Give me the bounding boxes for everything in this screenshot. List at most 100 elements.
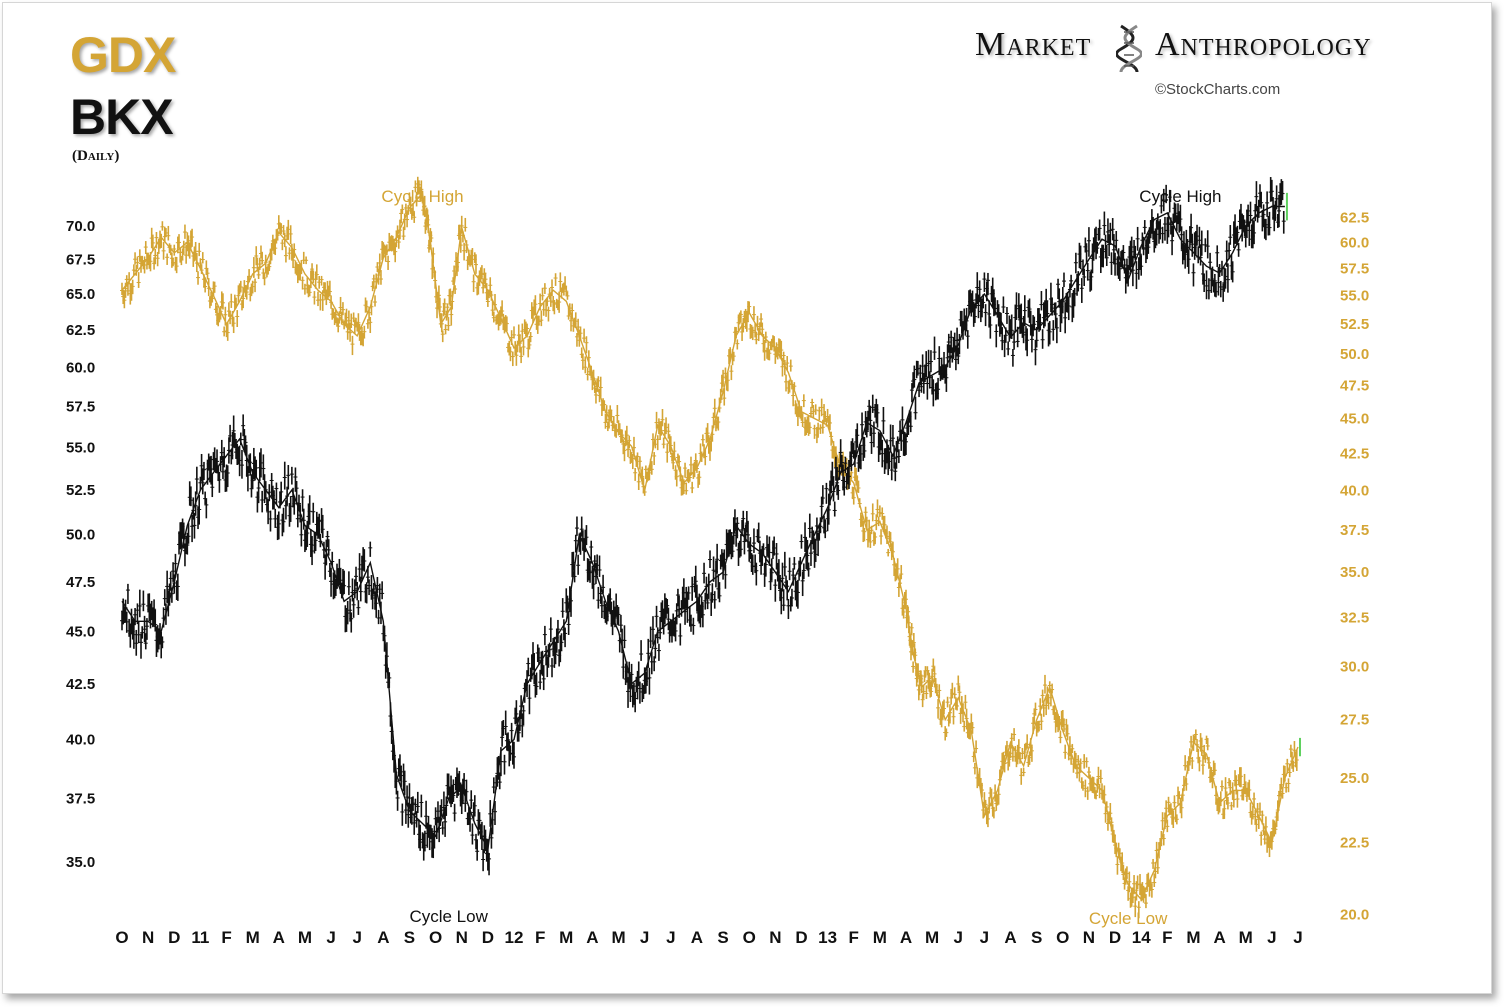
x-tick-label-2: D bbox=[168, 928, 180, 947]
x-tick-label-21: J bbox=[666, 928, 675, 947]
annotation-gdx-high: Cycle High bbox=[381, 187, 463, 206]
daily-bars-gdx bbox=[120, 176, 1299, 919]
right-tick-label-9: 40.0 bbox=[1340, 483, 1369, 500]
x-tick-label-0: O bbox=[115, 928, 128, 947]
left-tick-label-14: 35.0 bbox=[66, 854, 95, 871]
daily-bars-bkx bbox=[120, 177, 1286, 876]
x-tick-label-43: M bbox=[1239, 928, 1253, 947]
x-tick-label-13: N bbox=[456, 928, 468, 947]
x-tick-label-22: A bbox=[691, 928, 703, 947]
x-tick-label-41: M bbox=[1186, 928, 1200, 947]
x-tick-label-18: A bbox=[586, 928, 598, 947]
left-tick-label-5: 57.5 bbox=[66, 398, 95, 415]
left-tick-label-3: 62.5 bbox=[66, 322, 95, 339]
x-tick-label-40: F bbox=[1162, 928, 1172, 947]
x-tick-label-27: 13 bbox=[818, 928, 837, 947]
left-tick-label-11: 42.5 bbox=[66, 676, 95, 693]
left-tick-label-13: 37.5 bbox=[66, 791, 95, 808]
x-tick-label-23: S bbox=[717, 928, 728, 947]
x-tick-label-33: J bbox=[980, 928, 989, 947]
x-tick-label-20: J bbox=[640, 928, 649, 947]
annotation-layer: Cycle High Cycle High Cycle Low Cycle Low bbox=[381, 187, 1221, 928]
right-tick-label-2: 57.5 bbox=[1340, 261, 1369, 278]
x-tick-label-35: S bbox=[1031, 928, 1042, 947]
x-tick-label-42: A bbox=[1213, 928, 1225, 947]
x-tick-label-7: M bbox=[298, 928, 312, 947]
x-tick-label-26: D bbox=[795, 928, 807, 947]
x-tick-label-17: M bbox=[559, 928, 573, 947]
series-title-gdx: GDX bbox=[70, 27, 176, 83]
left-tick-label-9: 47.5 bbox=[66, 574, 95, 591]
series-line-bkx bbox=[121, 205, 1285, 852]
right-tick-label-4: 52.5 bbox=[1340, 316, 1369, 333]
series-gdx bbox=[120, 176, 1301, 919]
copyright-text: ©StockCharts.com bbox=[1155, 81, 1281, 98]
right-axis-ticks: 62.5 60.0 57.5 55.0 52.5 50.0 47.5 45.0 42.5 40.0… bbox=[1340, 210, 1369, 924]
frequency-label: (Daily) bbox=[72, 148, 120, 164]
x-tick-label-12: O bbox=[429, 928, 442, 947]
left-tick-label-4: 60.0 bbox=[66, 359, 95, 376]
right-tick-label-17: 20.0 bbox=[1340, 907, 1369, 924]
left-axis-ticks: 70.0 67.5 65.0 62.5 60.0 57.5 55.0 52.5 50.0 47.5… bbox=[66, 218, 95, 871]
x-axis-ticks: O N D 11 F M A M J J A S O N D 12 F M A M J J A S O N D 13 F M A M J J A S O… bbox=[115, 928, 1302, 947]
right-tick-label-3: 55.0 bbox=[1340, 288, 1369, 305]
x-tick-label-36: O bbox=[1056, 928, 1069, 947]
right-tick-label-1: 60.0 bbox=[1340, 234, 1369, 251]
x-tick-label-29: M bbox=[873, 928, 887, 947]
series-bkx bbox=[120, 177, 1288, 876]
left-tick-label-10: 45.0 bbox=[66, 623, 95, 640]
left-tick-label-7: 52.5 bbox=[66, 482, 95, 499]
x-tick-label-39: 14 bbox=[1132, 928, 1151, 947]
annotation-bkx-low: Cycle Low bbox=[409, 907, 488, 926]
right-tick-label-12: 32.5 bbox=[1340, 610, 1369, 627]
series-layer bbox=[120, 176, 1301, 919]
x-tick-label-9: J bbox=[352, 928, 361, 947]
left-tick-label-8: 50.0 bbox=[66, 527, 95, 544]
right-tick-label-10: 37.5 bbox=[1340, 522, 1369, 539]
x-tick-label-32: J bbox=[954, 928, 963, 947]
annotation-bkx-high: Cycle High bbox=[1139, 187, 1221, 206]
x-tick-label-38: D bbox=[1109, 928, 1121, 947]
right-tick-label-5: 50.0 bbox=[1340, 346, 1369, 363]
x-tick-label-37: N bbox=[1083, 928, 1095, 947]
x-tick-label-6: A bbox=[273, 928, 285, 947]
annotation-gdx-low: Cycle Low bbox=[1089, 909, 1168, 928]
right-tick-label-0: 62.5 bbox=[1340, 210, 1369, 227]
right-tick-label-11: 35.0 bbox=[1340, 564, 1369, 581]
x-tick-label-11: S bbox=[404, 928, 415, 947]
x-tick-label-10: A bbox=[377, 928, 389, 947]
x-tick-label-25: N bbox=[769, 928, 781, 947]
right-tick-label-7: 45.0 bbox=[1340, 410, 1369, 427]
dna-helix-icon bbox=[1116, 24, 1142, 73]
right-tick-label-15: 25.0 bbox=[1340, 770, 1369, 787]
x-tick-label-34: A bbox=[1004, 928, 1016, 947]
left-tick-label-1: 67.5 bbox=[66, 251, 95, 268]
right-tick-label-13: 30.0 bbox=[1340, 658, 1369, 675]
series-line-gdx bbox=[121, 191, 1299, 901]
x-tick-label-45: J bbox=[1293, 928, 1302, 947]
x-tick-label-5: M bbox=[246, 928, 260, 947]
x-tick-label-15: 12 bbox=[505, 928, 524, 947]
chart-frame bbox=[2, 2, 1492, 994]
brand-word-market: Market bbox=[975, 26, 1092, 63]
x-tick-label-19: M bbox=[611, 928, 625, 947]
x-tick-label-30: A bbox=[900, 928, 912, 947]
x-tick-label-24: O bbox=[743, 928, 756, 947]
x-tick-label-14: D bbox=[482, 928, 494, 947]
x-tick-label-4: F bbox=[221, 928, 231, 947]
x-tick-label-44: J bbox=[1267, 928, 1276, 947]
brand-word-anthropology: Anthropology bbox=[1155, 26, 1372, 63]
x-tick-label-3: 11 bbox=[191, 928, 209, 947]
left-tick-label-6: 55.0 bbox=[66, 439, 95, 456]
left-tick-label-12: 40.0 bbox=[66, 731, 95, 748]
x-tick-label-1: N bbox=[142, 928, 154, 947]
left-tick-label-2: 65.0 bbox=[66, 286, 95, 303]
x-tick-label-16: F bbox=[535, 928, 545, 947]
x-tick-label-8: J bbox=[326, 928, 335, 947]
right-tick-label-8: 42.5 bbox=[1340, 445, 1369, 462]
right-tick-label-14: 27.5 bbox=[1340, 712, 1369, 729]
right-tick-label-6: 47.5 bbox=[1340, 377, 1369, 394]
right-tick-label-16: 22.5 bbox=[1340, 834, 1369, 851]
x-tick-label-28: F bbox=[849, 928, 859, 947]
